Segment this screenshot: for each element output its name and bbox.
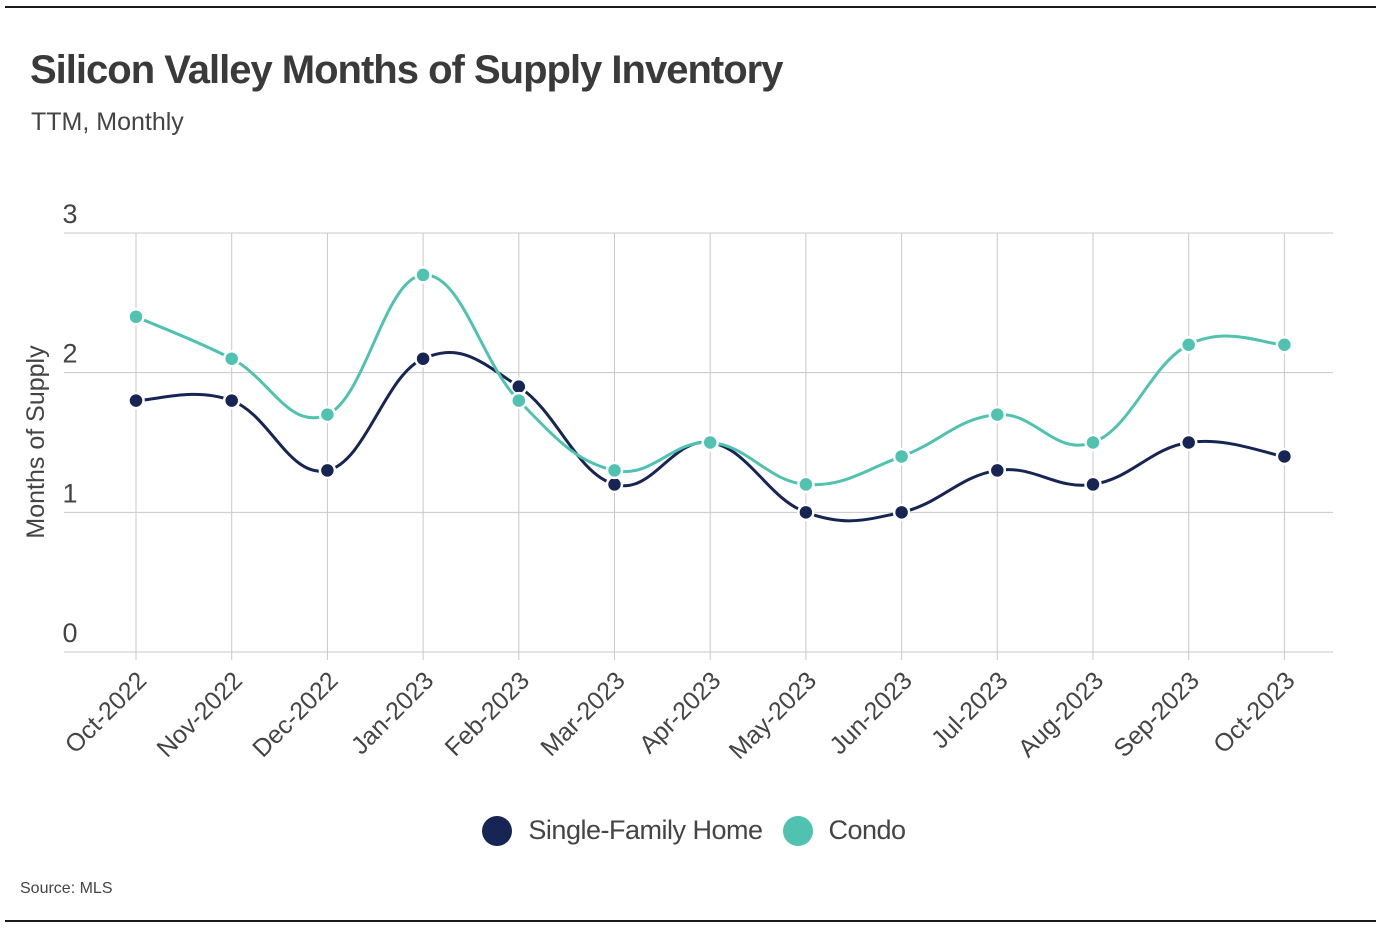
y-tick-label: 1 (62, 478, 77, 508)
x-tick-label: Dec-2022 (247, 666, 343, 762)
data-point-condo (797, 475, 815, 494)
bottom-rule (5, 920, 1376, 922)
data-point-condo (414, 266, 432, 284)
data-point-condo (605, 461, 624, 480)
legend-item-single-family[interactable]: Single-Family Home (482, 815, 763, 846)
top-rule (5, 6, 1376, 8)
data-point-single-family-home (222, 391, 241, 410)
y-tick-label: 3 (62, 199, 77, 229)
data-point-condo (127, 308, 145, 326)
legend: Single-Family Home Condo (0, 815, 1388, 846)
x-tick-label: Oct-2022 (60, 666, 153, 759)
data-point-condo (222, 349, 241, 368)
x-tick-label: Jan-2023 (346, 666, 440, 760)
legend-label-single-family: Single-Family Home (528, 815, 763, 845)
x-tick-label: May-2023 (724, 666, 822, 764)
data-point-condo (701, 433, 719, 452)
data-point-condo (988, 405, 1007, 424)
x-tick-label: Apr-2023 (634, 666, 727, 759)
data-point-condo (510, 391, 528, 410)
data-point-single-family-home (1084, 475, 1102, 494)
data-point-single-family-home (127, 391, 145, 410)
x-tick-label: Sep-2023 (1108, 666, 1204, 762)
chart-subtitle: TTM, Monthly (31, 108, 184, 136)
x-tick-label: Oct-2023 (1208, 666, 1301, 759)
data-point-condo (318, 405, 337, 424)
legend-swatch-single-family (482, 815, 513, 846)
data-point-condo (1179, 335, 1198, 354)
data-point-condo (1275, 335, 1294, 354)
data-point-single-family-home (414, 349, 432, 368)
x-tick-label: Aug-2023 (1013, 666, 1109, 762)
x-tick-label: Feb-2023 (440, 666, 535, 761)
x-tick-label: Jul-2023 (926, 666, 1014, 754)
y-tick-label: 0 (62, 618, 77, 648)
source-note: Source: MLS (20, 880, 113, 897)
legend-label-condo: Condo (828, 815, 907, 845)
data-point-single-family-home (318, 461, 337, 480)
chart-title: Silicon Valley Months of Supply Inventor… (30, 48, 783, 92)
data-point-single-family-home (1179, 433, 1198, 452)
data-point-single-family-home (797, 503, 815, 522)
y-axis-label: Months of Supply (22, 345, 50, 539)
y-tick-label: 2 (62, 339, 77, 369)
data-point-single-family-home (988, 461, 1007, 480)
legend-item-condo[interactable]: Condo (782, 815, 907, 846)
x-tick-label: Mar-2023 (535, 666, 630, 761)
x-tick-label: Nov-2022 (151, 666, 247, 762)
data-point-single-family-home (892, 503, 911, 522)
data-point-single-family-home (1275, 447, 1294, 466)
x-tick-label: Jun-2023 (824, 666, 918, 760)
legend-swatch-condo (782, 815, 813, 846)
data-point-condo (1084, 433, 1102, 452)
data-point-condo (892, 447, 911, 466)
